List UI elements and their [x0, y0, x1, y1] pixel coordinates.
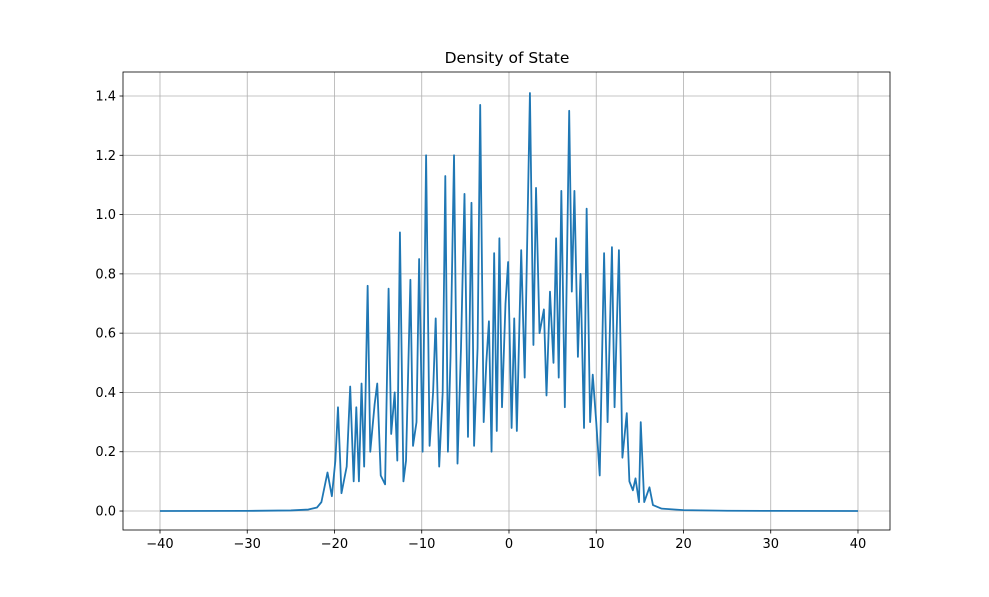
data-line [159, 92, 858, 512]
x-tick-label: −30 [234, 537, 261, 552]
y-tick-label: 0.0 [95, 505, 116, 520]
chart-title: Density of State [445, 49, 570, 67]
x-tick-label: 10 [588, 537, 605, 552]
x-tick-label: 0 [505, 537, 513, 552]
plot-frame [122, 71, 891, 531]
y-tick-label: 0.4 [95, 386, 116, 401]
y-tick-label: 1.0 [95, 208, 116, 223]
x-tick-label: 40 [850, 537, 867, 552]
y-tick-label: 1.4 [95, 90, 116, 105]
x-tick-label: 20 [675, 537, 692, 552]
x-tick-label: 30 [762, 537, 779, 552]
y-tick-label: 0.6 [95, 327, 116, 342]
y-tick-label: 1.2 [95, 149, 116, 164]
x-tick-label: −40 [146, 537, 173, 552]
x-tick-label: −20 [321, 537, 348, 552]
x-tick-label: −10 [408, 537, 435, 552]
y-tick-label: 0.2 [95, 445, 116, 460]
y-tick-label: 0.8 [95, 267, 116, 282]
